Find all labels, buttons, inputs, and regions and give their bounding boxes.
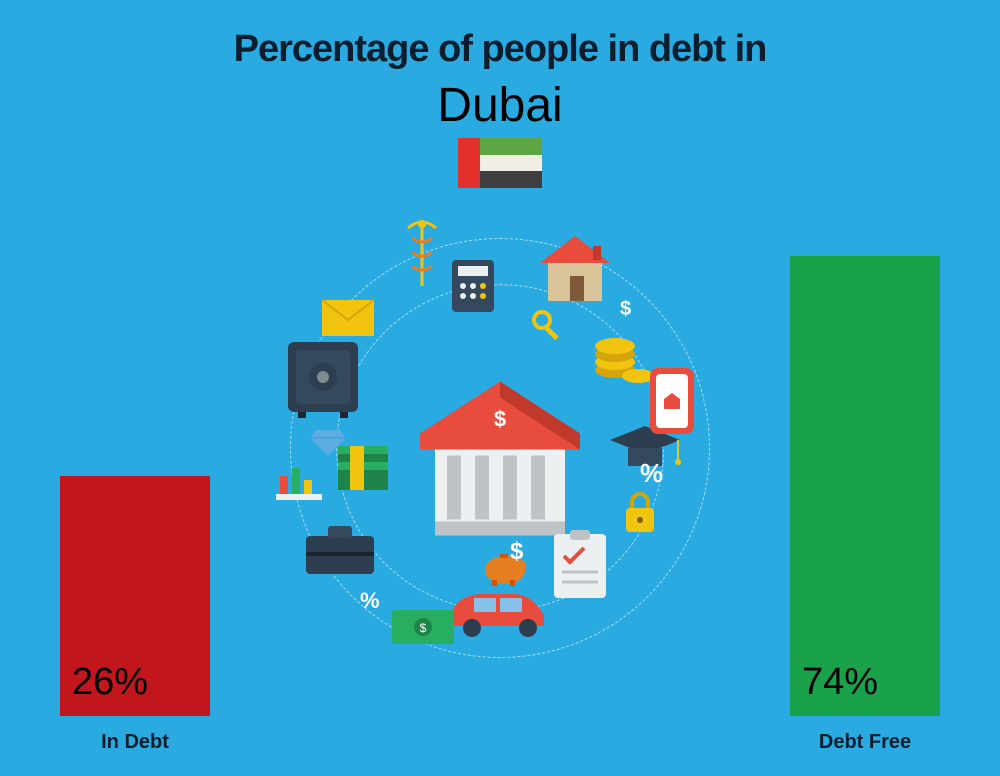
percent-symbol: %	[360, 588, 380, 614]
phone-icon	[650, 368, 694, 434]
bar-in-debt-value: 26%	[72, 661, 148, 704]
dollar-symbol: $	[620, 298, 631, 321]
percent-symbol: %	[640, 458, 663, 489]
caduceus-icon	[400, 218, 444, 298]
finance-illustration: $	[290, 238, 710, 658]
house-icon	[530, 228, 620, 308]
bar-in-debt-label: In Debt	[60, 731, 210, 754]
svg-text:$: $	[420, 621, 427, 635]
bank-icon: $	[405, 371, 595, 541]
svg-text:$: $	[494, 406, 506, 431]
bar-chart-icon	[274, 458, 324, 502]
lock-icon	[620, 488, 660, 536]
diamond-icon	[310, 428, 346, 458]
envelope-icon	[320, 298, 376, 338]
briefcase-icon	[300, 518, 380, 578]
bar-in-debt: 26% In Debt	[60, 476, 210, 716]
cash-icon: $	[390, 608, 456, 646]
title-line-2: Dubai	[0, 78, 1000, 133]
bar-debt-free-label: Debt Free	[790, 731, 940, 754]
key-icon	[530, 308, 570, 348]
title-line-1: Percentage of people in debt in	[0, 28, 1000, 71]
dollar-symbol: $	[510, 538, 523, 566]
calculator-icon	[450, 258, 496, 314]
bar-debt-free-value: 74%	[802, 661, 878, 704]
bar-debt-free: 74% Debt Free	[790, 256, 940, 716]
safe-icon	[284, 338, 362, 420]
uae-flag-icon	[458, 138, 542, 188]
